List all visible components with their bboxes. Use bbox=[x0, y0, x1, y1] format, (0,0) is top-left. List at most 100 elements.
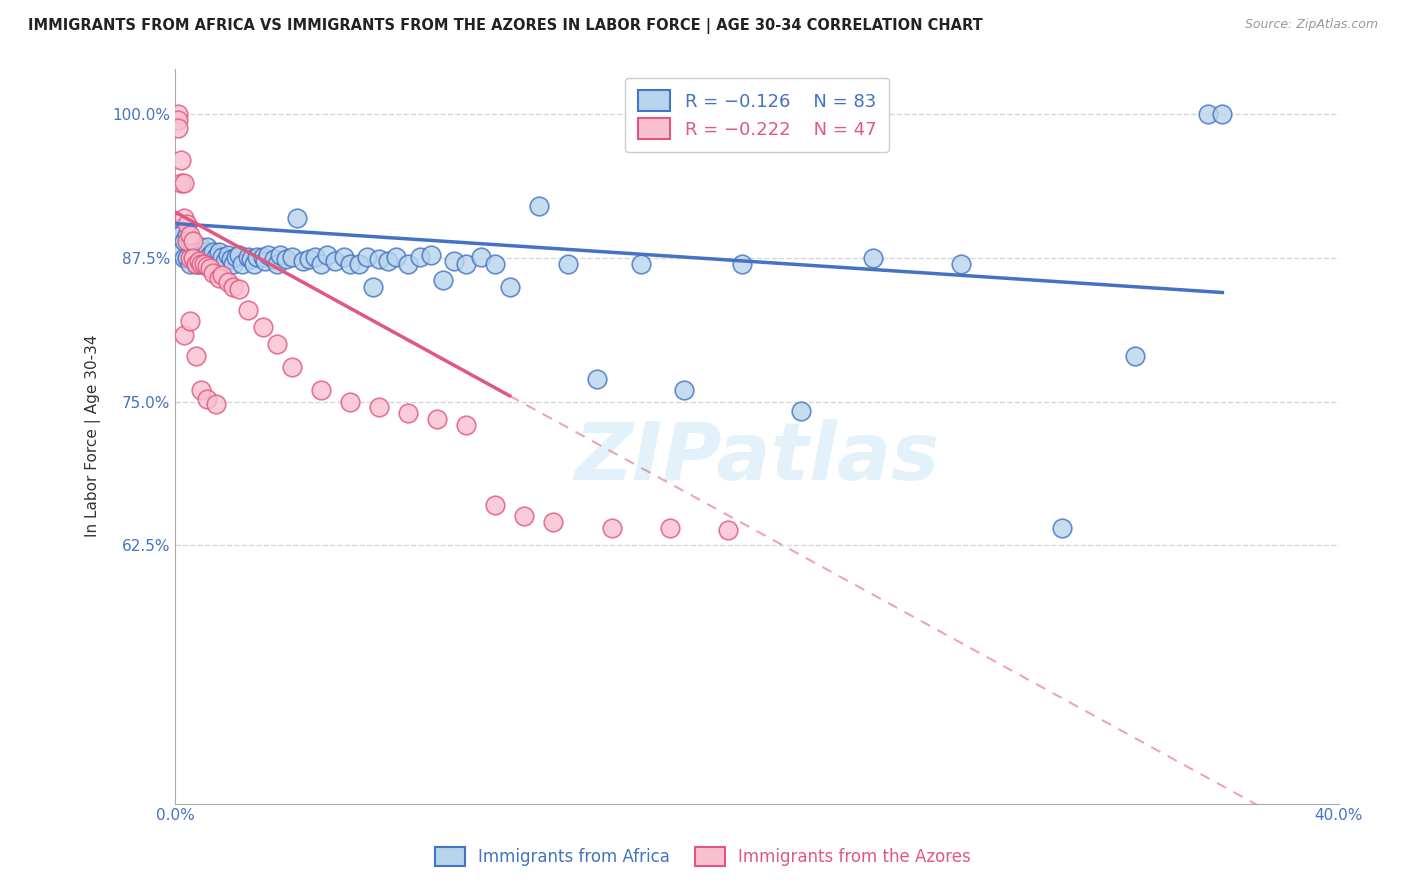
Point bbox=[426, 412, 449, 426]
Point bbox=[673, 383, 696, 397]
Point bbox=[184, 257, 207, 271]
Point bbox=[217, 275, 239, 289]
Text: IMMIGRANTS FROM AFRICA VS IMMIGRANTS FROM THE AZORES IN LABOR FORCE | AGE 30-34 : IMMIGRANTS FROM AFRICA VS IMMIGRANTS FRO… bbox=[28, 18, 983, 34]
Point bbox=[167, 107, 190, 121]
Point bbox=[179, 234, 201, 248]
Point bbox=[176, 251, 198, 265]
Point bbox=[193, 257, 215, 271]
Point bbox=[219, 252, 242, 267]
Point bbox=[170, 228, 193, 243]
Point bbox=[222, 257, 245, 271]
Point bbox=[195, 259, 218, 273]
Point bbox=[236, 302, 259, 317]
Point bbox=[187, 245, 209, 260]
Point bbox=[420, 247, 443, 261]
Point bbox=[193, 245, 215, 260]
Point bbox=[176, 228, 198, 243]
Point bbox=[173, 211, 195, 225]
Point bbox=[266, 337, 288, 351]
Point bbox=[176, 234, 198, 248]
Point bbox=[789, 404, 811, 418]
Point bbox=[173, 328, 195, 343]
Point bbox=[222, 279, 245, 293]
Point bbox=[274, 252, 297, 267]
Point bbox=[356, 250, 378, 264]
Point bbox=[367, 252, 389, 267]
Point bbox=[557, 257, 579, 271]
Point bbox=[1197, 107, 1219, 121]
Point bbox=[333, 250, 356, 264]
Point bbox=[190, 239, 212, 253]
Legend: Immigrants from Africa, Immigrants from the Azores: Immigrants from Africa, Immigrants from … bbox=[422, 833, 984, 880]
Point bbox=[377, 254, 399, 268]
Point bbox=[167, 228, 190, 243]
Point bbox=[309, 383, 332, 397]
Point bbox=[862, 251, 884, 265]
Point bbox=[181, 239, 204, 253]
Point bbox=[254, 254, 277, 268]
Point bbox=[214, 254, 236, 268]
Point bbox=[287, 211, 309, 225]
Point bbox=[385, 250, 408, 264]
Point bbox=[280, 360, 302, 375]
Point bbox=[181, 234, 204, 248]
Point bbox=[298, 252, 321, 267]
Point bbox=[443, 254, 465, 268]
Text: ZIPatlas: ZIPatlas bbox=[575, 419, 939, 497]
Point bbox=[181, 251, 204, 265]
Point bbox=[527, 199, 550, 213]
Point bbox=[217, 247, 239, 261]
Point bbox=[179, 228, 201, 243]
Point bbox=[513, 509, 536, 524]
Point bbox=[339, 394, 361, 409]
Point bbox=[949, 257, 972, 271]
Point bbox=[173, 251, 195, 265]
Point bbox=[173, 177, 195, 191]
Point bbox=[190, 257, 212, 271]
Point bbox=[236, 250, 259, 264]
Point bbox=[170, 177, 193, 191]
Point bbox=[292, 254, 315, 268]
Point bbox=[396, 406, 419, 420]
Point bbox=[309, 257, 332, 271]
Point bbox=[202, 266, 225, 280]
Point bbox=[170, 245, 193, 260]
Point bbox=[280, 250, 302, 264]
Point bbox=[543, 515, 565, 529]
Point bbox=[499, 279, 522, 293]
Point bbox=[202, 245, 225, 260]
Point bbox=[184, 239, 207, 253]
Point bbox=[198, 261, 221, 276]
Point bbox=[225, 250, 247, 264]
Point bbox=[408, 250, 430, 264]
Point bbox=[187, 257, 209, 271]
Point bbox=[456, 257, 478, 271]
Point bbox=[184, 257, 207, 271]
Point bbox=[717, 523, 740, 537]
Point bbox=[243, 257, 266, 271]
Point bbox=[586, 371, 609, 385]
Point bbox=[195, 392, 218, 407]
Point bbox=[432, 273, 454, 287]
Point bbox=[198, 257, 221, 271]
Point bbox=[167, 113, 190, 128]
Point bbox=[231, 257, 253, 271]
Point bbox=[195, 239, 218, 253]
Point bbox=[167, 121, 190, 136]
Point bbox=[167, 222, 190, 236]
Point bbox=[269, 247, 291, 261]
Legend: R = −0.126    N = 83, R = −0.222    N = 47: R = −0.126 N = 83, R = −0.222 N = 47 bbox=[626, 78, 889, 152]
Point bbox=[208, 245, 231, 260]
Point bbox=[208, 270, 231, 285]
Point bbox=[484, 257, 506, 271]
Point bbox=[600, 521, 623, 535]
Point bbox=[193, 251, 215, 265]
Point bbox=[179, 314, 201, 328]
Point bbox=[179, 257, 201, 271]
Point bbox=[176, 217, 198, 231]
Text: Source: ZipAtlas.com: Source: ZipAtlas.com bbox=[1244, 18, 1378, 31]
Point bbox=[484, 498, 506, 512]
Point bbox=[228, 247, 250, 261]
Point bbox=[205, 397, 228, 411]
Point bbox=[315, 247, 337, 261]
